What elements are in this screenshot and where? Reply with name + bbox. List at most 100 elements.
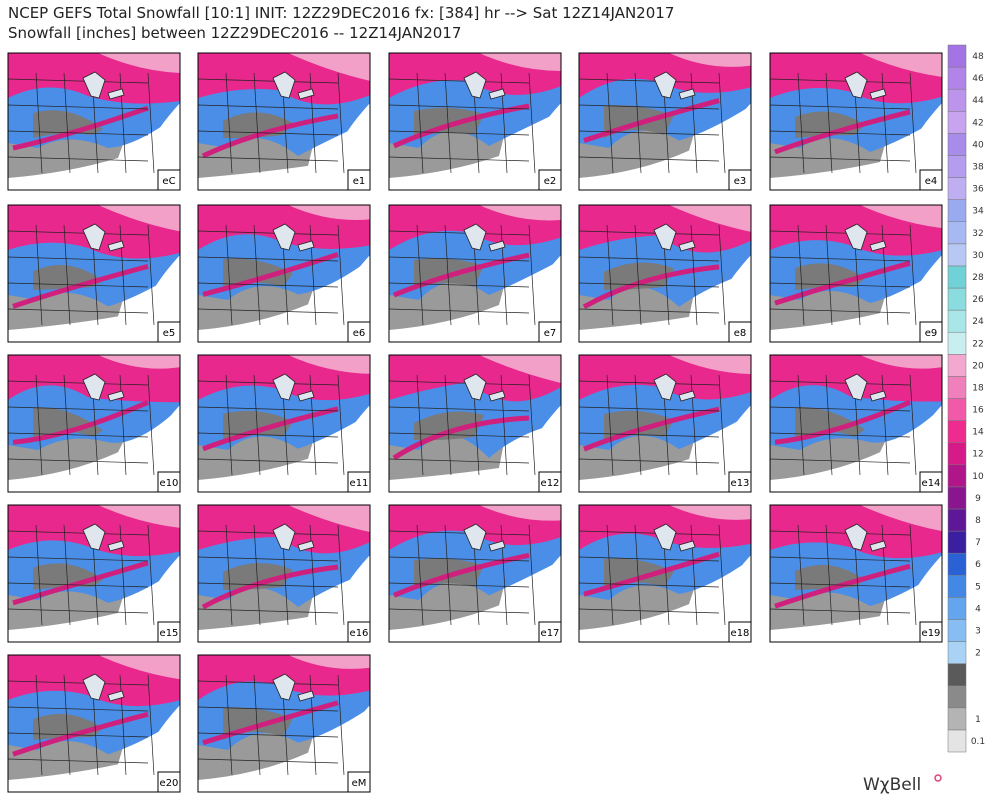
state-line xyxy=(416,224,424,326)
panel-label-box xyxy=(347,169,371,191)
state-line xyxy=(579,530,720,536)
watermark: WχBell xyxy=(863,775,921,795)
state-line xyxy=(528,524,536,626)
great-lakes xyxy=(463,523,506,552)
grey-inner xyxy=(604,410,674,440)
panel-label: e10 xyxy=(160,478,179,489)
state-line xyxy=(718,524,726,626)
state-line xyxy=(909,224,917,326)
map-panel: eC xyxy=(7,52,181,191)
colorbar-segment xyxy=(947,575,967,598)
grey-inner xyxy=(223,410,293,440)
panel-border xyxy=(197,654,371,793)
ocean xyxy=(699,103,751,190)
ocean xyxy=(128,405,180,492)
colorbar-label: 20 xyxy=(972,361,984,371)
state-line xyxy=(634,224,642,326)
panel-label: e5 xyxy=(163,328,176,339)
state-line xyxy=(389,104,530,110)
state-line xyxy=(579,432,720,438)
great-lakes xyxy=(844,223,887,252)
pink-band xyxy=(12,263,149,309)
ocean xyxy=(699,255,751,342)
state-line xyxy=(8,130,149,136)
pink-band xyxy=(582,264,720,310)
state-line xyxy=(147,674,155,776)
state-line xyxy=(770,432,911,438)
state-line xyxy=(797,72,805,174)
state-line xyxy=(63,72,71,174)
colorbar-label: 28 xyxy=(972,273,984,283)
pink-band xyxy=(583,551,720,597)
map-panel: e18 xyxy=(578,504,752,643)
panel-label: e20 xyxy=(160,778,179,789)
colorbar-label: 40 xyxy=(972,140,984,150)
pink-band xyxy=(774,260,911,306)
state-line xyxy=(606,72,614,174)
panel-border xyxy=(769,204,943,343)
state-line xyxy=(225,374,233,476)
panel-border xyxy=(578,354,752,493)
panel-label: e11 xyxy=(350,478,369,489)
panel-label: e18 xyxy=(731,628,750,639)
great-lakes xyxy=(844,373,887,402)
state-line xyxy=(579,458,720,464)
panel-border xyxy=(7,504,181,643)
pink-band xyxy=(393,252,530,298)
north-zone xyxy=(860,205,942,229)
title: NCEP GEFS Total Snowfall [10:1] INIT: 12… xyxy=(8,4,674,22)
map-layers xyxy=(770,355,942,492)
state-line xyxy=(198,156,339,162)
great-lakes xyxy=(844,71,887,100)
panel-label: e6 xyxy=(353,328,366,339)
state-line xyxy=(35,524,43,626)
state-line xyxy=(147,72,155,174)
state-line xyxy=(198,308,339,314)
map-panel: e20 xyxy=(7,654,181,793)
state-line xyxy=(770,458,911,464)
ocean xyxy=(318,555,370,642)
state-line xyxy=(909,524,917,626)
colorbar-label: 6 xyxy=(975,560,981,570)
great-lakes xyxy=(82,373,125,402)
panel-border xyxy=(197,52,371,191)
colorbar-segment xyxy=(947,309,967,333)
ocean xyxy=(318,405,370,492)
state-line xyxy=(718,374,726,476)
state-line xyxy=(198,706,339,712)
pink-band xyxy=(12,400,150,445)
state-line xyxy=(770,256,911,262)
state-line xyxy=(63,374,71,476)
map-layers xyxy=(198,53,370,190)
panel-border xyxy=(388,504,562,643)
state-line xyxy=(770,530,911,536)
colorbar-label: 26 xyxy=(972,295,984,305)
colorbar-label: 7 xyxy=(975,538,981,548)
state-line xyxy=(8,78,149,84)
panel-border xyxy=(7,204,181,343)
panel-label-box xyxy=(919,471,943,493)
panel-label-box xyxy=(728,621,752,643)
colorbar-label: 44 xyxy=(972,96,984,106)
panel-label: e14 xyxy=(922,478,941,489)
north-zone xyxy=(669,53,751,67)
colorbar-label: 32 xyxy=(972,229,983,239)
map-layers xyxy=(389,355,561,492)
panel-border xyxy=(7,354,181,493)
great-lakes xyxy=(463,373,506,402)
state-line xyxy=(634,524,642,626)
state-line xyxy=(198,130,339,136)
panel-label: eM xyxy=(352,778,367,789)
state-line xyxy=(770,78,911,84)
state-line xyxy=(198,582,339,588)
map-panel: e17 xyxy=(388,504,562,643)
state-line xyxy=(337,524,345,626)
map-layers xyxy=(8,355,180,492)
map-layers xyxy=(8,205,180,342)
state-line xyxy=(198,732,339,738)
colorbar-segment xyxy=(947,464,967,488)
state-line xyxy=(198,78,339,84)
state-line xyxy=(389,556,530,562)
state-line xyxy=(579,582,720,588)
panel-label-box xyxy=(538,471,562,493)
